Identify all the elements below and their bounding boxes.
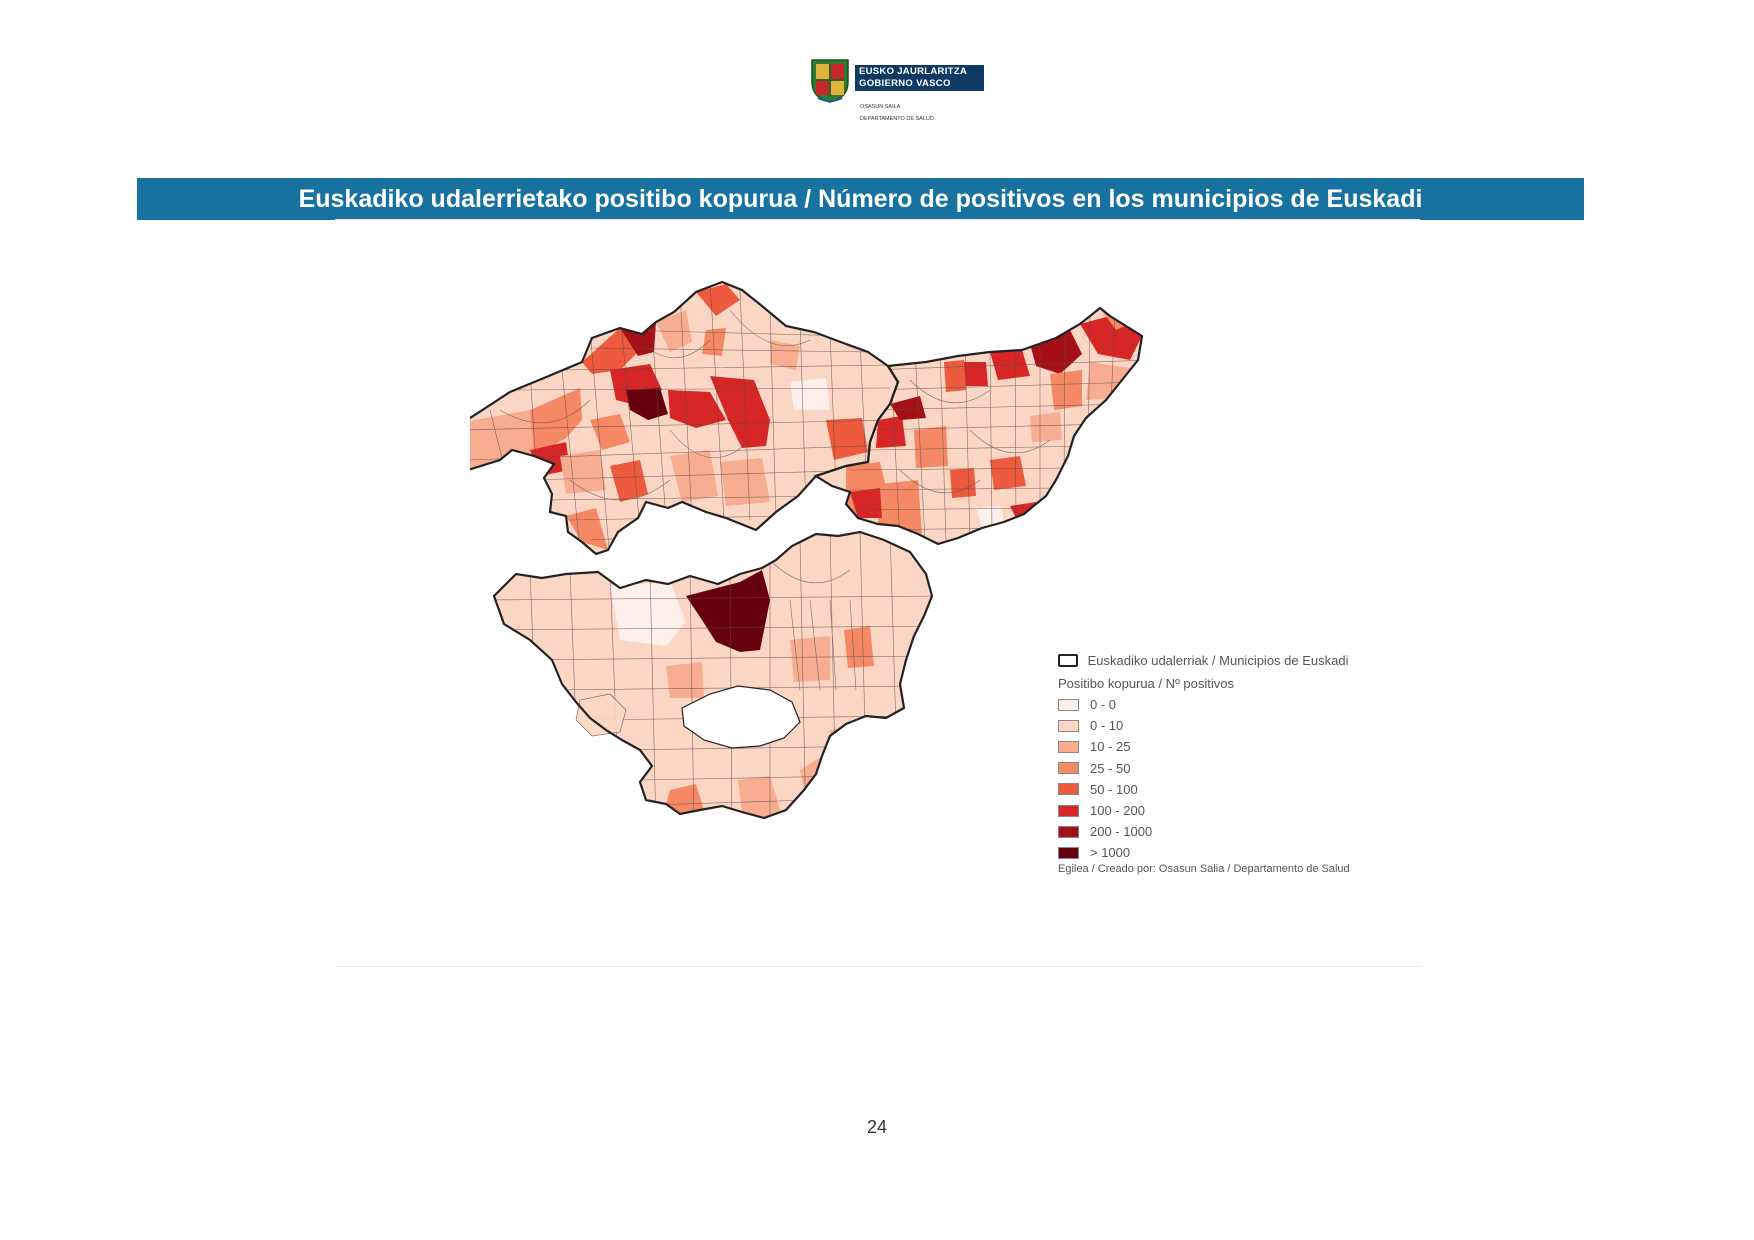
coat-of-arms-icon xyxy=(811,59,849,103)
logo-department-es: DEPARTAMENTO DE SALUD xyxy=(860,116,934,122)
vitoria-gasteiz-area xyxy=(681,685,801,749)
legend-item: 200 - 1000 xyxy=(1058,823,1152,844)
logo-banner: EUSKO JAURLARITZA GOBIERNO VASCO xyxy=(855,65,984,91)
logo-line2: GOBIERNO VASCO xyxy=(859,78,951,89)
legend-item: > 1000 xyxy=(1058,844,1152,865)
legend-swatch xyxy=(1058,804,1079,817)
legend-class-list: 0 - 0 0 - 10 10 - 25 25 - 50 50 - 100 100 - 2… xyxy=(1058,696,1152,866)
choropleth-map xyxy=(470,280,1144,820)
legend-item: 0 - 10 xyxy=(1058,717,1152,738)
logo-line1: EUSKO JAURLARITZA xyxy=(859,66,968,77)
legend-credit: Egilea / Creado por: Osasun Salia / Depa… xyxy=(1058,863,1350,875)
legend-swatch xyxy=(1058,698,1079,711)
legend-label: > 1000 xyxy=(1090,845,1131,861)
legend-border-label: Euskadiko udalerriak / Municipios de Eus… xyxy=(1087,653,1349,669)
legend-swatch xyxy=(1058,783,1079,796)
legend-label: 25 - 50 xyxy=(1090,760,1131,776)
legend-label: 10 - 25 xyxy=(1090,739,1131,755)
legend-item: 10 - 25 xyxy=(1058,738,1152,759)
map-legend: Euskadiko udalerriak / Municipios de Eus… xyxy=(1058,648,1398,888)
logo-department-eu: OSASUN SAILA xyxy=(860,104,901,110)
legend-border-row: Euskadiko udalerriak / Municipios de Eus… xyxy=(1058,652,1348,668)
legend-item: 25 - 50 xyxy=(1058,760,1152,781)
legend-label: 0 - 0 xyxy=(1090,697,1117,713)
legend-swatch xyxy=(1058,825,1079,838)
legend-label: 0 - 10 xyxy=(1090,718,1124,734)
title-underline xyxy=(335,219,1420,220)
title-bar: Euskadiko udalerrietako positibo kopurua… xyxy=(137,178,1584,220)
legend-swatch xyxy=(1058,719,1079,732)
legend-border-swatch xyxy=(1058,654,1078,668)
page-title: Euskadiko udalerrietako positibo kopurua… xyxy=(298,185,1423,213)
legend-item: 0 - 0 xyxy=(1058,696,1152,717)
legend-swatch xyxy=(1058,846,1079,859)
legend-label: 50 - 100 xyxy=(1090,781,1138,797)
legend-label: 100 - 200 xyxy=(1090,803,1145,818)
page-number: 24 xyxy=(866,1117,888,1137)
bottom-rule xyxy=(335,966,1420,967)
legend-swatch xyxy=(1058,740,1079,753)
legend-item: 100 - 200 xyxy=(1058,802,1152,823)
legend-title: Positibo kopurua / Nº positivos xyxy=(1058,676,1235,691)
bizkaia-municipalities xyxy=(470,282,898,554)
legend-item: 50 - 100 xyxy=(1058,781,1152,802)
legend-swatch xyxy=(1058,762,1079,775)
gobierno-vasco-logo: EUSKO JAURLARITZA GOBIERNO VASCO OSASUN … xyxy=(808,56,984,126)
legend-label: 200 - 1000 xyxy=(1090,824,1153,840)
